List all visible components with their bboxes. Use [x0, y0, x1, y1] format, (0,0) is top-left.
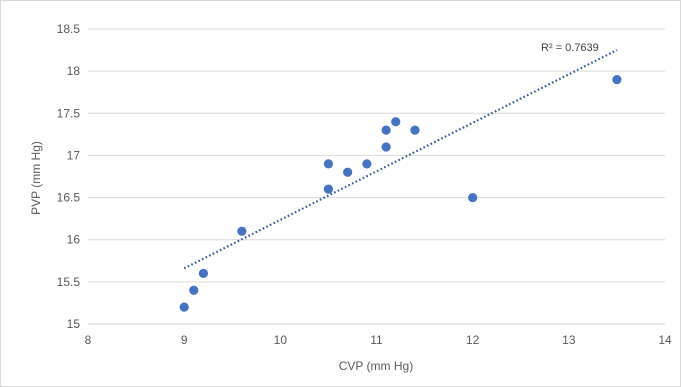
y-tick-label: 15 — [67, 317, 81, 331]
x-tick-label: 8 — [85, 333, 92, 347]
x-axis-title: CVP (mm Hg) — [339, 359, 413, 373]
y-axis-title: PVP (mm Hg) — [29, 141, 43, 215]
data-point — [189, 285, 199, 295]
x-tick-label: 9 — [181, 333, 188, 347]
r-squared-label: R² = 0.7639 — [541, 42, 599, 54]
trendline — [183, 49, 618, 270]
data-point — [381, 142, 391, 152]
x-tick-label: 11 — [370, 333, 383, 347]
data-point — [343, 167, 353, 177]
data-point — [198, 268, 208, 279]
data-point — [381, 125, 391, 135]
trendline-group — [183, 49, 618, 270]
y-tick-label: 17 — [67, 148, 81, 162]
x-tick-labels: 8 9 10 11 12 13 14 — [85, 333, 672, 347]
data-point — [612, 74, 622, 85]
x-tick-label: 10 — [274, 333, 288, 347]
data-point — [468, 192, 478, 203]
data-points — [179, 74, 622, 312]
y-tick-label: 15.5 — [57, 275, 81, 289]
x-tick-label: 13 — [562, 333, 576, 347]
y-tick-label: 16.5 — [57, 191, 81, 205]
data-point — [323, 184, 334, 194]
data-point — [391, 117, 401, 127]
data-point — [179, 302, 189, 312]
y-tick-label: 18 — [67, 64, 81, 78]
x-tick-label: 14 — [658, 333, 672, 347]
y-tick-label: 17.5 — [57, 106, 81, 120]
y-tick-label: 18.5 — [57, 22, 81, 36]
data-point — [237, 226, 247, 236]
data-point — [362, 159, 372, 169]
gridlines — [88, 28, 665, 325]
x-tick-label: 12 — [466, 333, 480, 347]
y-tick-label: 16 — [67, 233, 81, 247]
y-tick-labels: 15 15.5 16 16.5 17 17.5 18 18.5 — [57, 22, 81, 331]
data-point — [323, 159, 334, 169]
data-point — [410, 125, 420, 135]
